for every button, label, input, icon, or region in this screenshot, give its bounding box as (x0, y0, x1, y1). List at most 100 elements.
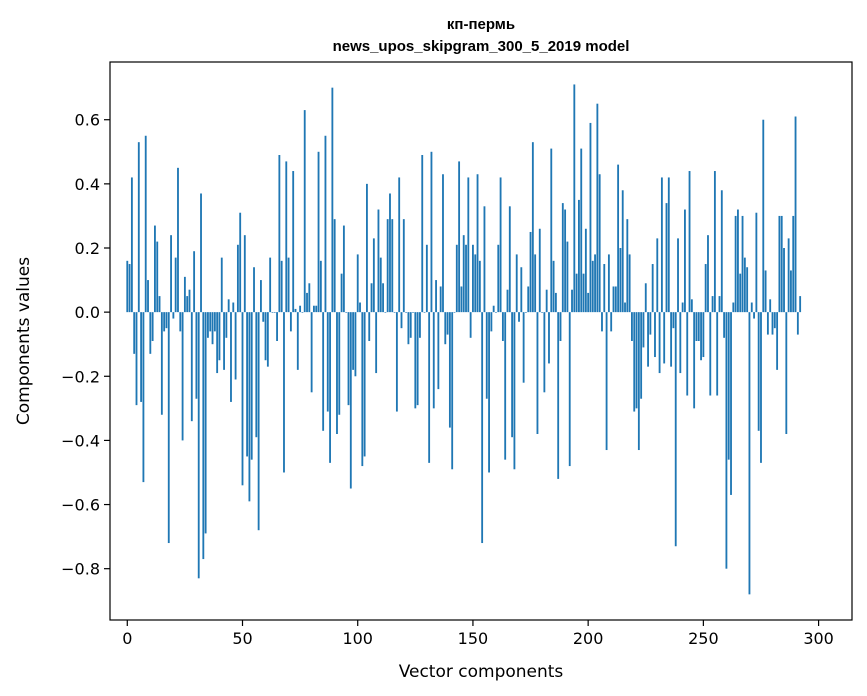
bar-219 (631, 312, 633, 341)
bar-216 (624, 302, 626, 313)
bar-79 (308, 283, 311, 313)
bar-120 (402, 219, 405, 313)
bar-40 (218, 312, 221, 361)
bar-269 (746, 267, 749, 313)
bar-207 (603, 264, 606, 313)
bar-131 (428, 312, 431, 463)
bar-98 (352, 312, 355, 370)
y-tick-label: −0.8 (61, 560, 100, 579)
bar-152 (476, 174, 479, 313)
bar-35 (207, 312, 209, 338)
bar-101 (359, 302, 361, 313)
bar-105 (368, 312, 371, 341)
bar-92 (338, 312, 341, 415)
bar-55 (253, 267, 255, 313)
bar-229 (654, 312, 656, 358)
bar-285 (783, 248, 785, 313)
bar-32 (200, 193, 202, 313)
bar-212 (614, 286, 617, 313)
bar-17 (165, 312, 168, 329)
bar-103 (363, 312, 366, 457)
bar-134 (435, 280, 437, 313)
bar-125 (414, 312, 417, 409)
bar-142 (453, 312, 456, 313)
bar-68 (283, 312, 285, 473)
bar-181 (543, 312, 546, 393)
bar-71 (289, 312, 292, 332)
bar-45 (230, 312, 232, 402)
x-tick-label: 100 (342, 629, 373, 648)
bar-119 (400, 312, 403, 329)
bar-195 (575, 273, 578, 313)
bar-12 (154, 225, 156, 313)
bar-124 (412, 312, 414, 313)
bar-26 (186, 296, 189, 313)
bar-53 (248, 312, 251, 502)
bar-122 (407, 312, 410, 345)
bar-287 (787, 238, 790, 313)
bar-109 (377, 209, 380, 313)
bar-114 (389, 193, 391, 313)
bar-86 (324, 135, 327, 313)
bar-62 (269, 257, 272, 313)
bar-19 (170, 235, 172, 313)
bar-257 (718, 296, 721, 313)
bar-110 (379, 257, 382, 313)
bar-23 (179, 312, 182, 332)
bar-244 (688, 171, 691, 313)
bar-240 (679, 312, 682, 374)
bar-146 (462, 235, 465, 313)
bar-188 (559, 312, 562, 341)
bar-58 (260, 280, 262, 313)
bar-197 (580, 148, 583, 313)
bar-228 (651, 264, 654, 313)
bar-198 (582, 273, 585, 313)
bar-57 (257, 312, 260, 531)
bar-278 (766, 312, 769, 335)
bar-130 (425, 244, 428, 313)
bar-99 (354, 312, 357, 377)
bar-41 (220, 257, 223, 313)
bar-117 (395, 312, 398, 412)
bar-231 (658, 312, 661, 374)
bar-220 (633, 312, 636, 412)
bar-100 (356, 254, 359, 313)
bar-20 (172, 312, 175, 319)
bar-116 (393, 312, 396, 313)
bar-13 (156, 241, 159, 313)
bar-89 (331, 87, 334, 313)
bar-206 (601, 312, 603, 332)
bars-group (126, 84, 802, 595)
bar-268 (743, 257, 746, 313)
bar-175 (529, 231, 532, 313)
bar-5 (137, 142, 140, 313)
bar-25 (183, 276, 186, 313)
bar-1 (128, 264, 131, 313)
x-axis: 0 50 100 150 200 250 300 (122, 620, 834, 648)
bar-176 (531, 142, 534, 313)
bar-65 (276, 312, 278, 341)
bar-289 (792, 215, 795, 313)
bar-193 (571, 289, 573, 313)
bar-75 (299, 305, 302, 313)
bar-270 (748, 312, 751, 595)
bar-264 (734, 215, 737, 313)
bar-280 (771, 312, 774, 335)
bar-227 (649, 312, 652, 335)
bar-143 (455, 244, 458, 313)
bar-243 (686, 312, 689, 396)
bar-38 (213, 312, 216, 332)
bar-172 (522, 312, 525, 383)
bar-222 (637, 312, 640, 451)
bar-77 (303, 110, 306, 313)
bar-11 (151, 312, 154, 341)
bar-234 (665, 203, 668, 313)
bar-51 (243, 235, 246, 313)
bar-49 (239, 212, 242, 313)
bar-225 (644, 283, 647, 313)
bar-155 (483, 206, 486, 313)
bar-94 (342, 225, 345, 313)
bar-232 (660, 177, 663, 313)
bar-22 (177, 167, 179, 313)
bar-70 (287, 257, 290, 313)
